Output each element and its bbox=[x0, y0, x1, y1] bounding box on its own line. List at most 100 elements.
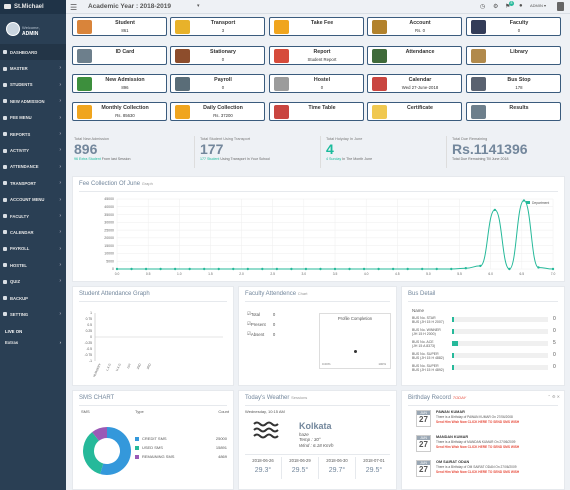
data-point[interactable] bbox=[115, 267, 119, 271]
send-wish-link[interactable]: Send Him Wish Now CLICK HERE TO SEND SMS… bbox=[436, 445, 520, 449]
sidebar-item[interactable]: STUDENTS › bbox=[0, 77, 66, 93]
data-point[interactable] bbox=[246, 267, 249, 271]
menu-toggle-icon[interactable]: ☰ bbox=[70, 3, 78, 12]
sidebar-item[interactable]: NEW ADMISSION › bbox=[0, 93, 66, 109]
sidebar-item[interactable]: CALENDAR › bbox=[0, 224, 66, 240]
data-point[interactable] bbox=[421, 267, 424, 271]
data-point[interactable] bbox=[333, 267, 337, 271]
tile[interactable]: Stationary 0 bbox=[170, 46, 265, 65]
tile[interactable]: Daily Collection Rs. 37200 bbox=[170, 102, 265, 121]
data-point[interactable] bbox=[203, 267, 206, 271]
chevron-down-icon: › bbox=[59, 278, 61, 285]
tile[interactable]: Certificate bbox=[367, 102, 462, 121]
stat-head: Total Holyday In June bbox=[326, 137, 363, 141]
tile[interactable]: Hostel 0 bbox=[269, 74, 364, 93]
tile[interactable]: Take Fee bbox=[269, 17, 364, 36]
data-point[interactable] bbox=[464, 267, 467, 270]
tile[interactable]: Account Rs. 0 bbox=[367, 17, 462, 36]
tile[interactable]: Monthly Collection Rs. 85630 bbox=[72, 102, 167, 121]
bell-icon[interactable]: ⚑ bbox=[505, 4, 511, 10]
tile[interactable]: Attendance bbox=[367, 46, 462, 65]
tile[interactable]: Payroll 0 bbox=[170, 74, 265, 93]
data-point[interactable] bbox=[377, 267, 380, 271]
settings-icon[interactable]: ⚙ bbox=[493, 4, 499, 10]
data-point[interactable] bbox=[537, 266, 540, 269]
clock-icon[interactable]: ◷ bbox=[480, 4, 486, 10]
sidebar-item-label: TRANSPORT bbox=[10, 180, 37, 186]
sidebar-item[interactable]: ACTIVITY › bbox=[0, 142, 66, 158]
data-point[interactable] bbox=[130, 267, 133, 271]
data-point[interactable] bbox=[435, 267, 438, 271]
data-point[interactable] bbox=[391, 267, 395, 271]
chevron-down-icon[interactable]: ▾ bbox=[197, 3, 200, 9]
weather-panel: Today's Weather Sessions Wednesday, 10:1… bbox=[238, 390, 397, 490]
data-point[interactable] bbox=[232, 267, 235, 271]
menu-icon bbox=[3, 197, 7, 202]
tile-icon bbox=[274, 77, 289, 91]
data-point[interactable] bbox=[173, 267, 177, 271]
data-point[interactable] bbox=[479, 264, 482, 268]
sidebar-item[interactable]: DASHBOARD bbox=[0, 44, 66, 61]
sidebar-item[interactable]: QUIZ › bbox=[0, 273, 66, 289]
user-icon[interactable]: ● bbox=[519, 3, 523, 9]
data-point[interactable] bbox=[188, 267, 191, 271]
sidebar-item[interactable]: Master › bbox=[0, 60, 66, 76]
data-point[interactable] bbox=[508, 267, 511, 271]
data-point[interactable] bbox=[362, 267, 366, 271]
tile[interactable]: Report Student Report bbox=[269, 46, 364, 65]
sidebar-item[interactable]: TRANSPORT › bbox=[0, 175, 66, 191]
data-point[interactable] bbox=[406, 267, 409, 271]
brand[interactable]: St.Michael bbox=[0, 0, 66, 14]
sidebar-item[interactable]: HOSTEL › bbox=[0, 257, 66, 273]
sidebar-item[interactable]: SETTING › bbox=[0, 306, 66, 322]
data-point[interactable] bbox=[290, 267, 293, 271]
x-tick-label: 1ST bbox=[126, 363, 132, 370]
data-point[interactable] bbox=[217, 267, 220, 271]
data-point[interactable] bbox=[159, 267, 162, 271]
data-point[interactable] bbox=[493, 208, 497, 212]
sidebar-item[interactable]: PAYROLL › bbox=[0, 241, 66, 257]
tile[interactable]: New Admission 896 bbox=[72, 74, 167, 93]
data-point[interactable] bbox=[261, 267, 264, 271]
tile[interactable]: Time Table bbox=[269, 102, 364, 121]
calculator-icon[interactable] bbox=[557, 2, 564, 11]
tile[interactable]: Faculty 0 bbox=[466, 17, 561, 36]
panel-tools-icon[interactable]: ⌃ ⚙ ✕ bbox=[547, 394, 560, 399]
pie-slice[interactable] bbox=[92, 427, 107, 441]
tile[interactable]: ID Card bbox=[72, 46, 167, 65]
sidebar-item[interactable]: ATTENDANCE › bbox=[0, 159, 66, 175]
sidebar-item[interactable]: BACKUP bbox=[0, 290, 66, 306]
sidebar-item[interactable]: REPORTS › bbox=[0, 126, 66, 142]
academic-year-select[interactable]: Academic Year : 2018-2019 bbox=[88, 3, 171, 10]
tile-icon bbox=[471, 20, 486, 34]
sidebar-item[interactable]: FACULTY › bbox=[0, 208, 66, 224]
data-point[interactable] bbox=[348, 267, 351, 271]
sms-type: CREDIT SMS bbox=[142, 436, 167, 441]
data-point[interactable] bbox=[450, 267, 453, 271]
send-wish-link[interactable]: Send Him Wish Now CLICK HERE TO SEND SMS… bbox=[436, 470, 520, 474]
sidebar-item[interactable]: ACCOUNT MENU › bbox=[0, 192, 66, 208]
admin-menu[interactable]: ADMIN ▾ bbox=[530, 3, 547, 8]
tile[interactable]: Transport 3 bbox=[170, 17, 265, 36]
tile[interactable]: Calendar Wed 27-June-2018 bbox=[367, 74, 462, 93]
data-point[interactable] bbox=[319, 267, 322, 271]
tile[interactable]: Bus Stop 178 bbox=[466, 74, 561, 93]
tile[interactable]: Student 861 bbox=[72, 17, 167, 36]
y-tick-label: 45000 bbox=[104, 197, 114, 201]
data-point[interactable] bbox=[144, 267, 148, 271]
y-tick-label: 0 bbox=[112, 267, 114, 271]
pie-slice[interactable] bbox=[100, 427, 131, 475]
sidebar-item-extras[interactable]: Extras › bbox=[0, 334, 66, 345]
pie-slice[interactable] bbox=[83, 432, 104, 474]
data-point[interactable] bbox=[522, 199, 526, 202]
sms-col-sms: SMS bbox=[81, 409, 90, 414]
data-point[interactable] bbox=[304, 267, 308, 271]
tile[interactable]: Library bbox=[466, 46, 561, 65]
sidebar-item[interactable]: FEE MENU › bbox=[0, 110, 66, 126]
data-point[interactable] bbox=[551, 267, 555, 271]
avatar[interactable] bbox=[6, 22, 20, 36]
tile-title: Stationary bbox=[210, 49, 236, 55]
tile[interactable]: Results bbox=[466, 102, 561, 121]
data-point[interactable] bbox=[275, 267, 279, 271]
send-wish-link[interactable]: Send Him Wish Now CLICK HERE TO SEND SMS… bbox=[436, 420, 520, 424]
